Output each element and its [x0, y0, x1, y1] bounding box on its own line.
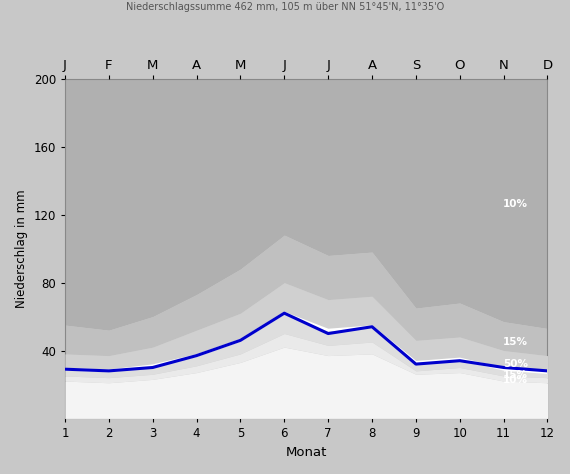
- Text: 50%: 50%: [503, 359, 528, 369]
- X-axis label: Monat: Monat: [286, 446, 327, 459]
- Text: 15%: 15%: [503, 370, 528, 380]
- Text: Niederschlagssumme 462 mm, 105 m über NN 51°45'N, 11°35'O: Niederschlagssumme 462 mm, 105 m über NN…: [126, 2, 444, 12]
- Text: 15%: 15%: [503, 337, 528, 347]
- Text: 10%: 10%: [503, 375, 528, 385]
- Y-axis label: Niederschlag in mm: Niederschlag in mm: [15, 189, 28, 308]
- Text: 10%: 10%: [503, 199, 528, 209]
